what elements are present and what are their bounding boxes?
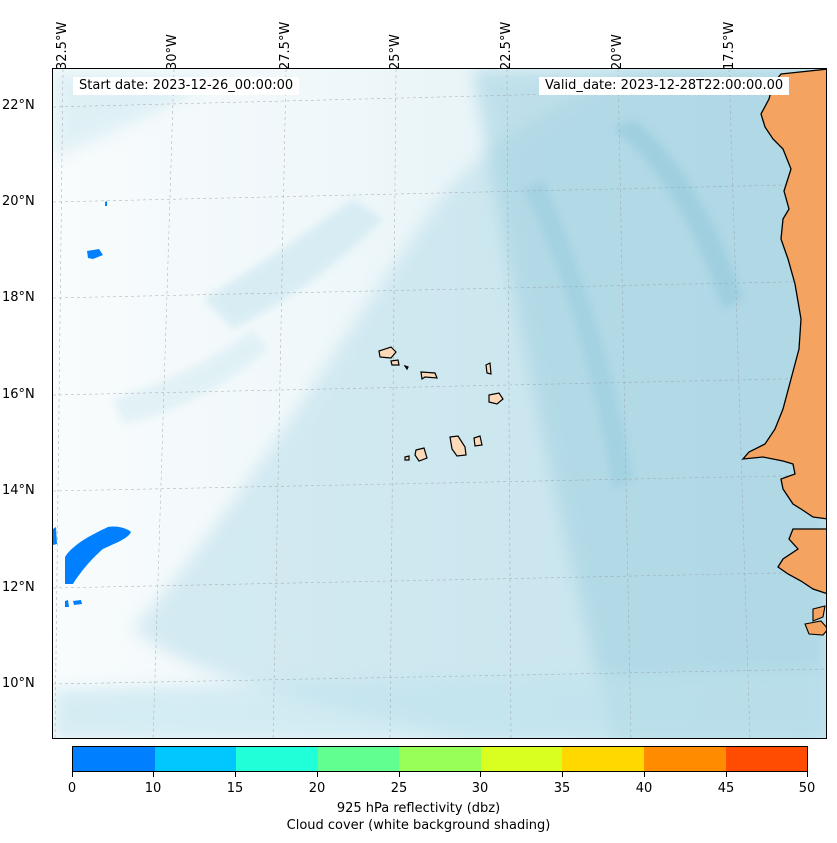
- map-panel[interactable]: [52, 68, 827, 739]
- colorbar-bin-40-45: [643, 747, 726, 771]
- colorbar-bin-25-30: [399, 747, 481, 771]
- cape-verde-islands: [378, 346, 504, 462]
- colorbar-tick: [726, 772, 727, 777]
- start-date-label: Start date: 2023-12-26_00:00:00: [73, 77, 300, 95]
- colorbar-tick: [480, 772, 481, 777]
- lat-label-14n: 14°N: [2, 483, 35, 498]
- colorbar-bin-15-20: [236, 747, 318, 771]
- colorbar-bin-30-35: [480, 747, 563, 771]
- colorbar-tick: [72, 772, 73, 777]
- colorbar-bin-10-15: [154, 747, 237, 771]
- africa-landmass: [741, 69, 826, 636]
- colorbar-tick: [807, 772, 808, 777]
- colorbar-title: 925 hPa reflectivity (dbz): [336, 801, 501, 816]
- colorbar-bin-35-40: [562, 747, 644, 771]
- lat-label-22n: 22°N: [2, 98, 35, 113]
- reflectivity-echoes: [53, 201, 131, 607]
- colorbar-bin-0-10: [73, 747, 155, 771]
- colorbar-tick-label: 0: [67, 781, 77, 796]
- colorbar-tick: [317, 772, 318, 777]
- colorbar-tick: [644, 772, 645, 777]
- lat-label-20n: 20°N: [2, 194, 35, 209]
- colorbar-tick-label: 40: [635, 781, 653, 796]
- lon-label-22-5w: 22.5°W: [499, 21, 514, 70]
- colorbar-tick: [235, 772, 236, 777]
- colorbar-tick-label: 35: [553, 781, 571, 796]
- valid-date-label: Valid_date: 2023-12-28T22:00:00.00: [539, 77, 790, 95]
- colorbar-tick: [399, 772, 400, 777]
- colorbar-tick-label: 10: [144, 781, 162, 796]
- colorbar-tick-label: 45: [717, 781, 735, 796]
- lon-label-25w: 25°W: [388, 34, 403, 70]
- colorbar-tick-label: 30: [471, 781, 489, 796]
- colorbar-tick-label: 25: [390, 781, 408, 796]
- map-canvas[interactable]: [53, 69, 827, 739]
- colorbar-tick-label: 20: [308, 781, 326, 796]
- lon-label-17-5w: 17.5°W: [722, 21, 737, 70]
- reflectivity-colorbar: [72, 746, 808, 772]
- colorbar-bin-20-25: [317, 747, 400, 771]
- lat-label-12n: 12°N: [2, 580, 35, 595]
- lon-label-20w: 20°W: [610, 34, 625, 70]
- lat-label-18n: 18°N: [2, 290, 35, 305]
- colorbar-tick-label: 15: [226, 781, 244, 796]
- lat-label-10n: 10°N: [2, 676, 35, 691]
- colorbar-bin-45-50: [725, 747, 808, 771]
- colorbar-subtitle: Cloud cover (white background shading): [286, 818, 551, 833]
- colorbar-tick: [153, 772, 154, 777]
- lon-label-30w: 30°W: [165, 34, 180, 70]
- colorbar-tick-label: 50: [798, 781, 816, 796]
- lat-label-16n: 16°N: [2, 387, 35, 402]
- graticule: [53, 69, 826, 738]
- lon-label-32-5w: 32.5°W: [55, 21, 70, 70]
- colorbar-tick: [562, 772, 563, 777]
- cloud-cover-layer: [53, 69, 826, 738]
- lon-label-27-5w: 27.5°W: [278, 21, 293, 70]
